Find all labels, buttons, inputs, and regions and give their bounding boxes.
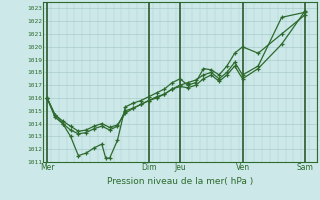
X-axis label: Pression niveau de la mer( hPa ): Pression niveau de la mer( hPa ) [107, 177, 253, 186]
